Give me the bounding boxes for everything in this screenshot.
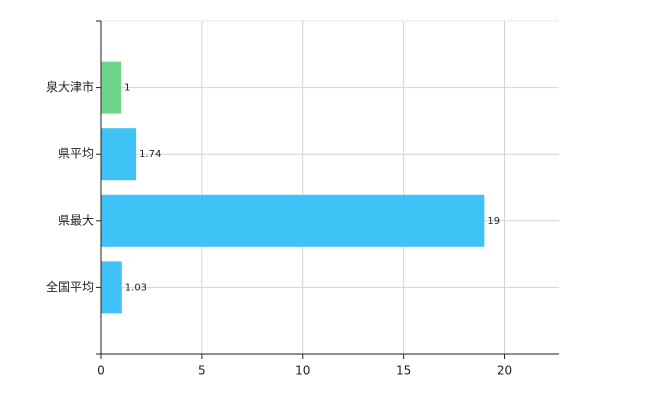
value-label: 1 [124,83,130,94]
value-label: 19 [487,216,500,227]
x-tick-label: 0 [97,364,105,378]
bar [101,261,122,314]
x-tick-label: 10 [295,364,310,378]
x-tick-label: 20 [497,364,512,378]
bar [101,61,122,114]
bar [101,128,137,181]
y-tick-label: 泉大津市 [46,79,94,94]
x-tick-label: 5 [198,364,206,378]
value-label: 1.74 [139,149,161,160]
x-tick-label: 15 [396,364,411,378]
y-tick-label: 県最大 [58,213,94,227]
y-tick-label: 全国平均 [46,279,94,294]
y-tick-label: 県平均 [58,147,94,161]
bar [101,194,485,247]
value-label: 1.03 [125,282,147,293]
